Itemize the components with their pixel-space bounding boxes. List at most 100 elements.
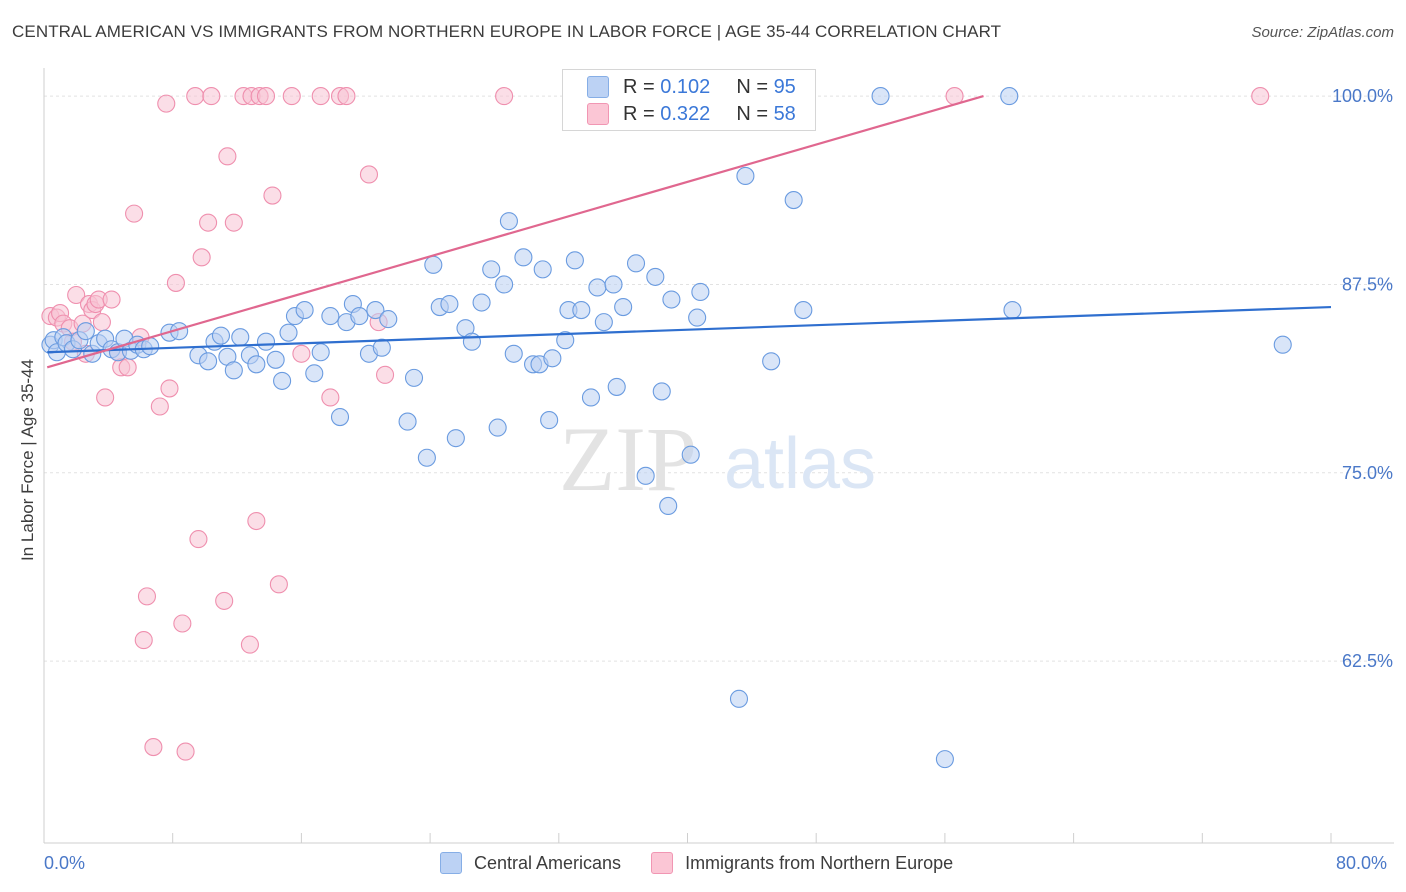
data-point <box>424 255 443 274</box>
stats-legend: R = 0.102 N = 95 R = 0.322 N = 58 <box>562 69 816 131</box>
trend-lines <box>46 95 1332 369</box>
data-point <box>659 496 678 516</box>
data-point <box>125 204 144 223</box>
data-point <box>92 313 111 332</box>
data-point <box>691 282 710 302</box>
data-point <box>279 323 298 342</box>
data-point <box>211 326 231 345</box>
n-label: N = <box>736 102 768 125</box>
data-point <box>247 511 266 531</box>
data-point <box>417 448 436 467</box>
legend-swatch-blue <box>440 852 462 874</box>
trend-line-central-americans <box>47 305 1332 354</box>
data-point <box>1003 301 1022 320</box>
y-tick-label: 87.5% <box>1342 274 1393 294</box>
legend-item-central-americans[interactable]: Central Americans <box>440 852 621 874</box>
data-point <box>330 408 350 427</box>
data-point <box>199 352 218 371</box>
data-point <box>166 273 185 292</box>
y-tick-label: 75.0% <box>1342 463 1393 483</box>
data-point <box>256 87 276 106</box>
axes <box>43 68 1394 844</box>
source-note: Source: ZipAtlas.com <box>1251 24 1394 41</box>
y-tick-label: 100.0% <box>1332 86 1393 106</box>
data-point <box>1000 87 1019 106</box>
data-point <box>266 350 285 369</box>
legend-swatch-pink <box>587 103 609 125</box>
data-point <box>588 278 607 297</box>
n-value: 95 <box>773 75 796 98</box>
trend-line-northern-europe <box>46 95 984 369</box>
data-point <box>337 87 356 106</box>
data-point <box>652 382 671 401</box>
legend-row-northern-europe: R = 0.322 N = 58 <box>587 102 796 126</box>
y-tick-labels: 100.0% 87.5% 75.0% 62.5% <box>1332 86 1393 671</box>
data-point <box>495 275 514 294</box>
data-point <box>688 308 707 327</box>
data-point <box>533 260 552 279</box>
data-point <box>572 301 591 320</box>
data-point <box>215 591 234 610</box>
data-point <box>240 635 259 654</box>
data-point <box>784 191 803 210</box>
data-point <box>729 689 749 708</box>
data-point <box>372 338 391 357</box>
watermark-zip: ZIP <box>559 408 697 510</box>
data-point <box>173 614 192 633</box>
data-point <box>321 388 340 407</box>
data-point <box>565 251 584 270</box>
data-point <box>935 750 954 769</box>
data-point <box>366 301 385 320</box>
watermark: ZIP atlas <box>559 408 876 510</box>
data-point <box>76 322 95 341</box>
data-point <box>256 332 276 351</box>
data-point <box>96 388 115 407</box>
watermark-atlas: atlas <box>724 424 876 504</box>
legend-item-northern-europe[interactable]: Immigrants from Northern Europe <box>651 852 953 874</box>
data-point <box>150 397 169 416</box>
data-point <box>189 530 208 549</box>
data-point <box>398 412 417 431</box>
data-point <box>636 466 655 485</box>
data-point <box>176 742 195 761</box>
data-point <box>305 364 324 383</box>
x-tick-label-max: 80.0% <box>1336 853 1388 873</box>
data-point <box>581 388 601 407</box>
n-value: 58 <box>773 102 796 125</box>
data-point <box>614 297 633 317</box>
data-point <box>144 738 163 757</box>
legend-swatch-pink <box>651 852 674 874</box>
r-label: R = <box>623 75 655 98</box>
x-tick-label-min: 0.0% <box>44 853 86 873</box>
data-point <box>540 411 559 430</box>
data-point <box>247 355 266 374</box>
data-point <box>514 248 533 267</box>
data-point <box>462 332 481 351</box>
data-point <box>1273 335 1292 354</box>
data-point <box>218 147 237 166</box>
data-point <box>231 328 250 347</box>
data-point <box>67 285 86 305</box>
data-point <box>282 87 301 106</box>
data-point <box>160 379 179 398</box>
data-point <box>137 587 157 606</box>
data-point <box>311 343 330 362</box>
data-point <box>359 165 379 184</box>
data-point <box>736 166 755 185</box>
data-point <box>269 575 288 594</box>
data-point <box>1251 87 1270 106</box>
data-point <box>186 87 205 106</box>
data-point <box>311 87 330 106</box>
data-point <box>626 254 646 273</box>
data-point <box>118 358 137 377</box>
data-point <box>646 267 665 286</box>
data-point <box>404 368 424 387</box>
data-point <box>446 429 465 448</box>
data-point <box>488 418 507 437</box>
r-label: R = <box>623 102 655 125</box>
data-point <box>794 301 813 320</box>
data-point <box>350 307 369 326</box>
data-point <box>292 344 311 363</box>
legend-label: Central Americans <box>474 852 622 873</box>
